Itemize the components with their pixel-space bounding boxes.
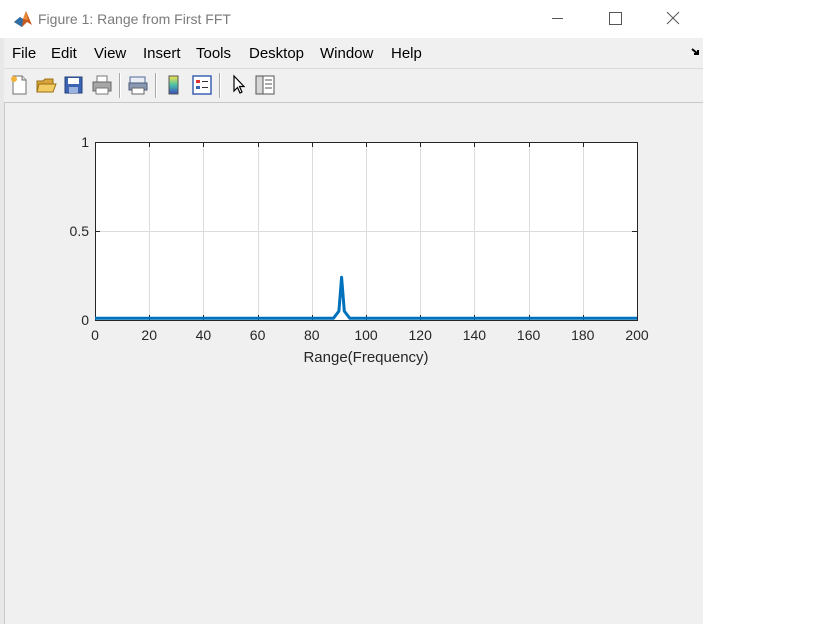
minimize-button[interactable]	[528, 0, 586, 38]
y-tick-label: 0.5	[70, 223, 90, 239]
series-line	[95, 275, 637, 320]
close-button[interactable]	[644, 0, 702, 38]
tick-labels: 0 20 40 60 80 100 120 140 160 180 200 0 0.5 1	[70, 134, 649, 343]
minimize-icon	[552, 18, 563, 19]
new-figure-icon[interactable]	[8, 74, 30, 96]
menu-tools[interactable]: Tools	[196, 45, 232, 62]
x-tick-label: 40	[196, 327, 212, 343]
toolbar-separator	[119, 73, 121, 98]
menu-insert[interactable]: Insert	[143, 45, 181, 62]
figure-window: Figure 1: Range from First FFT File Edit…	[0, 0, 703, 624]
window-title: Figure 1: Range from First FFT	[38, 11, 231, 27]
legend-icon[interactable]	[191, 74, 213, 96]
y-tick-label: 1	[81, 134, 89, 150]
x-tick-label: 80	[304, 327, 320, 343]
colorbar-icon[interactable]	[163, 74, 185, 96]
x-tick-label: 200	[625, 327, 649, 343]
matlab-logo-icon	[14, 11, 32, 27]
close-icon	[666, 11, 680, 25]
plot-canvas: 0 20 40 60 80 100 120 140 160 180 200 0 0.5 1 Range(F…	[70, 134, 649, 366]
toolbar-separator	[155, 73, 157, 98]
pointer-icon[interactable]	[228, 74, 250, 96]
dock-arrow-icon[interactable]	[690, 46, 702, 58]
print-preview-icon[interactable]	[127, 74, 149, 96]
toolbar	[4, 68, 703, 103]
x-tick-label: 180	[571, 327, 595, 343]
x-tick-label: 140	[463, 327, 487, 343]
maximize-icon	[609, 12, 622, 25]
grid-lines	[95, 142, 637, 320]
y-tick-label: 0	[81, 312, 89, 328]
menu-window[interactable]: Window	[320, 45, 374, 62]
x-tick-label: 120	[409, 327, 433, 343]
x-axis-label: Range(Frequency)	[303, 349, 428, 366]
maximize-button[interactable]	[586, 0, 644, 38]
x-tick-label: 20	[141, 327, 157, 343]
x-tick-label: 100	[354, 327, 378, 343]
x-tick-label: 0	[91, 327, 99, 343]
menu-help[interactable]: Help	[391, 45, 422, 62]
x-tick-label: 60	[250, 327, 266, 343]
menu-bar: File Edit View Insert Tools Desktop Wind…	[4, 38, 703, 68]
menu-file[interactable]: File	[12, 45, 37, 62]
menu-view[interactable]: View	[94, 45, 127, 62]
property-inspector-icon[interactable]	[254, 74, 276, 96]
x-tick-label: 160	[517, 327, 541, 343]
menu-desktop[interactable]: Desktop	[249, 45, 305, 62]
toolbar-separator	[219, 73, 221, 98]
open-file-icon[interactable]	[35, 74, 57, 96]
menu-edit[interactable]: Edit	[51, 45, 77, 62]
window-edge	[0, 0, 5, 624]
print-icon[interactable]	[91, 74, 113, 96]
title-bar[interactable]: Figure 1: Range from First FFT	[0, 0, 703, 38]
save-icon[interactable]	[63, 74, 85, 96]
